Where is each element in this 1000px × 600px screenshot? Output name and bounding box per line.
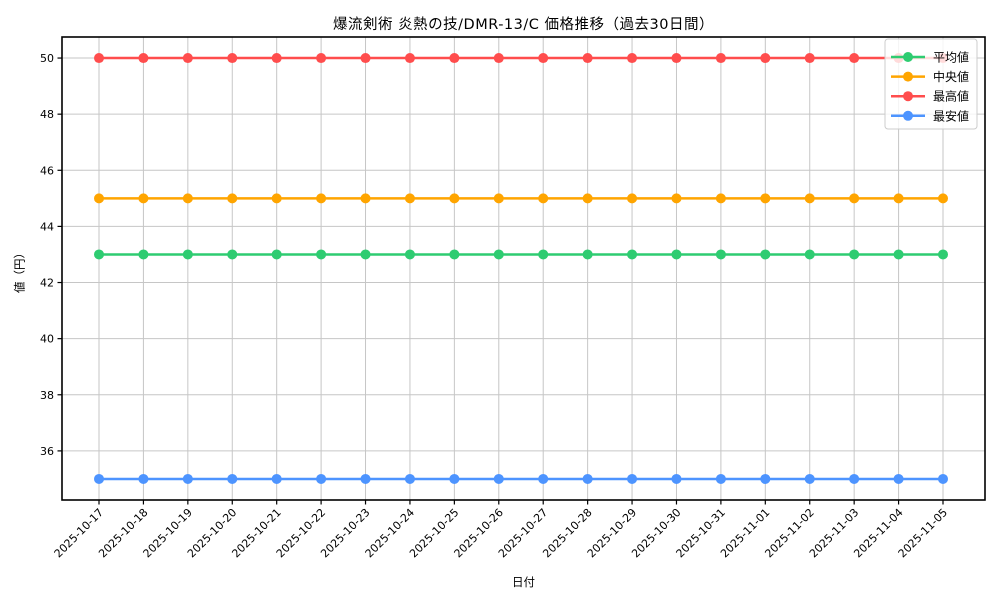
legend-item-平均値: 平均値 [891,50,969,65]
svg-text:38: 38 [40,389,54,402]
legend-marker-icon [903,52,913,62]
svg-text:36: 36 [40,445,54,458]
series-最安値 [94,473,948,484]
chart-title: 爆流剣術 炎熱の技/DMR-13/C 価格推移（過去30日間） [333,17,714,33]
legend-item-最安値: 最安値 [891,108,969,123]
legend-item-中央値: 中央値 [891,69,969,84]
svg-text:46: 46 [40,164,54,177]
legend-label: 最高値 [933,89,969,104]
svg-text:40: 40 [40,333,54,346]
legend-marker-icon [903,110,913,121]
plot-border [61,36,986,501]
x-tick-labels: 2025-10-172025-10-182025-10-192025-10-20… [52,506,950,560]
svg-text:44: 44 [40,220,54,233]
svg-text:48: 48 [40,108,54,121]
y-tick-labels: 36 38 40 42 44 46 48 50 [40,52,54,458]
series-最高値 [94,53,948,64]
x-axis-label: 日付 [512,575,535,589]
grid-lines [62,37,985,500]
legend-label: 中央値 [933,69,969,84]
legend-marker-icon [903,91,913,102]
series-中央値 [94,193,948,204]
svg-text:50: 50 [40,52,54,65]
legend-marker-icon [903,71,913,82]
svg-text:42: 42 [40,277,54,290]
legend-item-最高値: 最高値 [891,89,969,104]
legend-label: 最安値 [933,108,969,123]
legend-label: 平均値 [933,50,969,65]
y-axis-label: 値（円） [12,247,27,293]
series-平均値 [94,249,948,260]
